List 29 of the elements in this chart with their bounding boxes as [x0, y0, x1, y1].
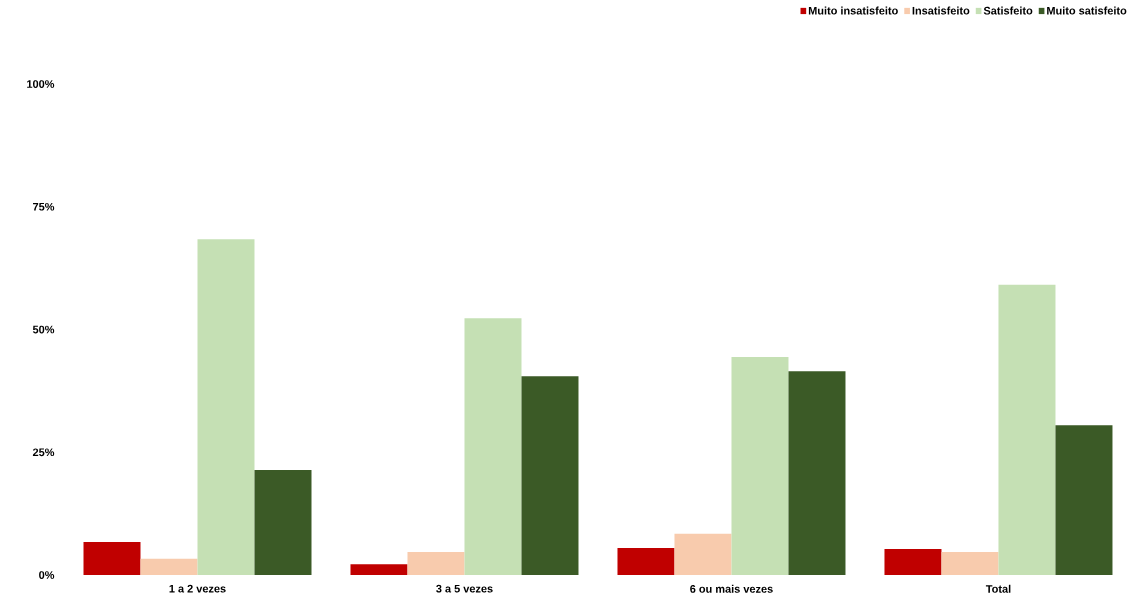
bar [1055, 425, 1113, 575]
x-tick-label: 6 ou mais vezes [690, 584, 773, 593]
bar [254, 469, 312, 575]
bar [350, 564, 408, 575]
bar [941, 551, 999, 575]
legend-label: Muito insatisfeito [808, 6, 898, 15]
legend-label: Insatisfeito [912, 6, 970, 15]
y-tick-label: 75% [33, 202, 55, 211]
y-tick-label: 0% [39, 571, 55, 579]
bar [731, 356, 789, 575]
legend-label: Satisfeito [983, 6, 1033, 15]
y-tick-label: 100% [27, 80, 55, 88]
y-tick-label: 25% [32, 448, 55, 457]
x-tick-label: 1 a 2 vezes [169, 584, 226, 593]
bar [464, 318, 522, 575]
bar [998, 284, 1056, 575]
bar [83, 542, 141, 575]
x-tick-label: Total [985, 584, 1011, 593]
y-tick-label: 50% [32, 325, 55, 334]
bar [674, 533, 732, 575]
legend-label: Muito satisfeito [1047, 6, 1127, 15]
bar [197, 239, 255, 575]
bar [140, 558, 198, 575]
bar [521, 376, 579, 575]
bar [407, 551, 465, 575]
bar [617, 548, 675, 575]
x-tick-label: 3 a 5 vezes [436, 584, 493, 593]
bar [788, 371, 846, 575]
bar [884, 548, 942, 575]
